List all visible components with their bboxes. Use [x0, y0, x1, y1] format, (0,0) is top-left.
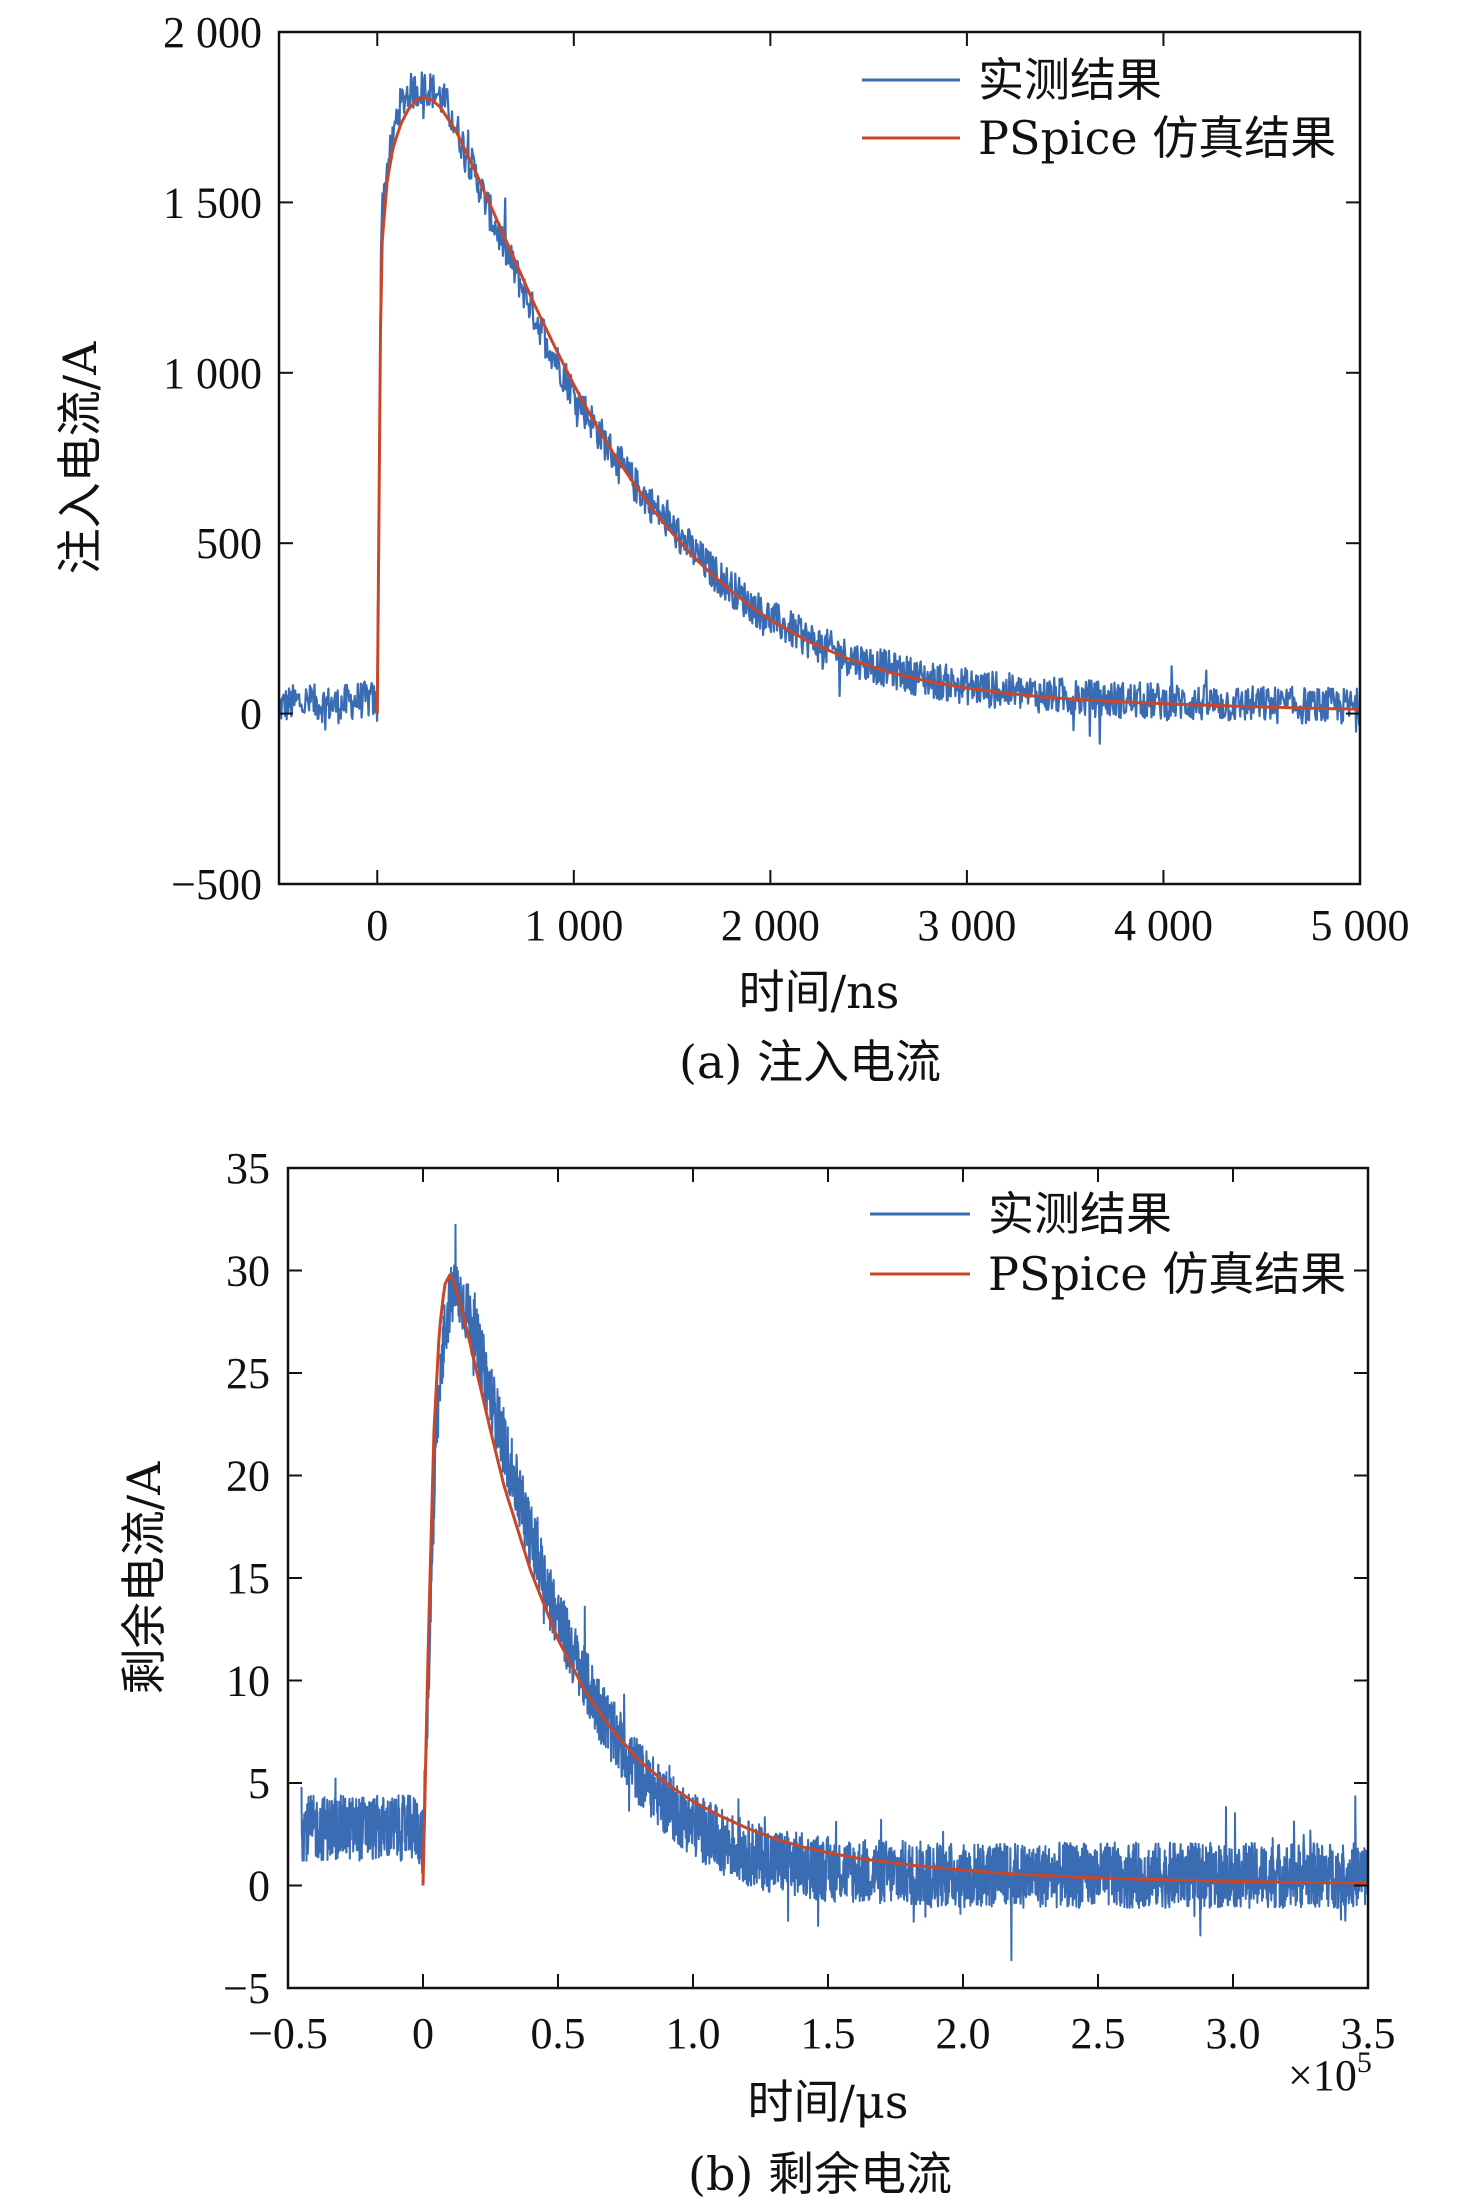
- chart-residual-current: 实测结果 PSpice 仿真结果 −0.5 0 0.5 1.0 1.5 2.0 2.5 3.0…: [117, 1144, 1396, 2201]
- chart-a-legend: 实测结果 PSpice 仿真结果: [862, 53, 1336, 165]
- x-tick-label: 3.5: [1341, 2009, 1396, 2058]
- x-tick-label: 3.0: [1206, 2009, 1261, 2058]
- y-tick-label: 1 500: [163, 178, 262, 227]
- x-tick-label: 2.5: [1071, 2009, 1126, 2058]
- chart-b-x-axis-title: 时间/μs: [748, 2075, 909, 2129]
- series-line-measured: [300, 1223, 1368, 1962]
- y-tick-label: 2 000: [163, 8, 262, 57]
- chart-b-legend: 实测结果 PSpice 仿真结果: [870, 1187, 1346, 1301]
- y-tick-label: 0: [248, 1862, 270, 1911]
- x-tick-label: 1 000: [524, 901, 623, 950]
- x-tick-label: 4 000: [1114, 901, 1213, 950]
- chart-a-ticks: 0 1 000 2 000 3 000 4 000 5 000 −500 0 500 1 000 1…: [163, 8, 1410, 950]
- y-tick-label: 500: [196, 519, 262, 568]
- y-tick-label: 5: [248, 1759, 270, 1808]
- chart-b-plot-frame: [286, 1166, 1370, 1990]
- series-line-simulated: [421, 1273, 1368, 1886]
- x-tick-label: 3 000: [917, 901, 1016, 950]
- x-tick-label: 1.0: [666, 2009, 721, 2058]
- y-tick-label: 30: [226, 1247, 270, 1296]
- chart-injected-current: 实测结果 PSpice 仿真结果 0 1 000 2 000 3 000 4 000 5 …: [53, 8, 1410, 1089]
- chart-a-caption: (a) 注入电流: [679, 1035, 941, 1089]
- chart-a-y-axis-title: 注入电流/A: [53, 341, 107, 574]
- chart-a-plot-frame: [277, 30, 1362, 886]
- chart-b-series: [300, 1223, 1368, 1962]
- y-tick-label: 25: [226, 1349, 270, 1398]
- legend-label-measured: 实测结果: [978, 53, 1162, 107]
- legend-label-simulated: PSpice 仿真结果: [988, 1247, 1346, 1301]
- chart-b-x-multiplier: ×105: [1288, 2046, 1372, 2100]
- chart-b-ticks: −0.5 0 0.5 1.0 1.5 2.0 2.5 3.0 3.5 −5 0 5 10 15 20 25 30…: [223, 1144, 1395, 2058]
- x-tick-label: 5 000: [1311, 901, 1410, 950]
- chart-b-caption: (b) 剩余电流: [688, 2147, 952, 2201]
- series-line-measured: [279, 71, 1360, 745]
- y-tick-label: 1 000: [163, 349, 262, 398]
- series-line-simulated: [375, 96, 1360, 714]
- x-tick-label: 0.5: [531, 2009, 586, 2058]
- x-tick-label: 0: [366, 901, 388, 950]
- y-tick-label: −500: [171, 860, 262, 909]
- y-tick-label: 35: [226, 1144, 270, 1193]
- x-tick-label: 0: [412, 2009, 434, 2058]
- y-tick-label: 15: [226, 1554, 270, 1603]
- x-tick-label: −0.5: [248, 2009, 328, 2058]
- y-tick-label: 10: [226, 1657, 270, 1706]
- y-tick-label: 0: [240, 690, 262, 739]
- x-tick-label: 2 000: [721, 901, 820, 950]
- legend-label-simulated: PSpice 仿真结果: [978, 111, 1336, 165]
- x-tick-label: 1.5: [801, 2009, 856, 2058]
- y-tick-label: 20: [226, 1452, 270, 1501]
- y-tick-label: −5: [223, 1964, 270, 2013]
- chart-a-series: [279, 71, 1360, 745]
- chart-a-x-axis-title: 时间/ns: [739, 965, 900, 1019]
- legend-label-measured: 实测结果: [988, 1187, 1172, 1241]
- chart-b-y-axis-title: 剩余电流/A: [117, 1461, 171, 1694]
- x-tick-label: 2.0: [936, 2009, 991, 2058]
